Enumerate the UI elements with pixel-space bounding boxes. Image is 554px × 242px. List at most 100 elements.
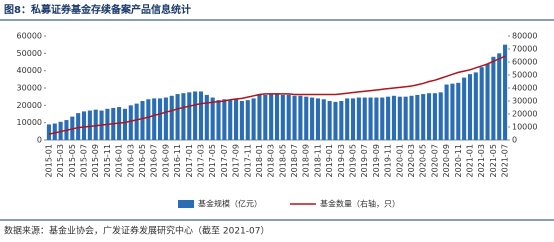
x-tick-label: 2021-01: [465, 144, 474, 177]
y-tick-label: 60000: [17, 32, 42, 41]
x-tick-label: 2017-05: [208, 144, 217, 177]
legend-label: 基金规模（亿元）: [198, 199, 262, 209]
bar: [46, 124, 51, 140]
bar: [503, 44, 508, 140]
bar: [356, 97, 361, 140]
y-tick-label: 10000: [17, 118, 42, 127]
x-tick-label: 2015-11: [103, 144, 112, 177]
x-tick-label: 2017-01: [185, 144, 194, 177]
x-tick-label: 2016-05: [138, 144, 147, 177]
bar: [397, 96, 402, 140]
bar: [485, 63, 490, 140]
x-tick-label: 2018-01: [255, 144, 264, 177]
chart-title: 图8：私募证券基金存续备案产品信息统计: [4, 3, 191, 16]
x-tick-label: 2016-09: [161, 144, 170, 177]
x-tick-label: 2016-03: [126, 144, 135, 177]
legend-label: 基金数量（右轴，只）: [320, 199, 400, 209]
bar: [245, 100, 250, 140]
x-tick-label: 2015-05: [68, 144, 77, 177]
bar: [216, 100, 221, 140]
bar: [198, 91, 204, 140]
y2-tick-label: 20000: [512, 110, 537, 119]
bar: [479, 67, 484, 140]
x-tick-label: 2016-07: [150, 144, 159, 177]
bar: [327, 101, 332, 140]
x-tick-label: 2017-03: [196, 144, 205, 177]
y2-tick-label: 50000: [512, 71, 537, 80]
x-tick-label: 2017-11: [243, 144, 252, 177]
bar: [315, 98, 320, 140]
bar: [497, 53, 502, 141]
bar: [210, 97, 215, 140]
bar: [380, 97, 385, 140]
bar: [181, 93, 186, 140]
y2-tick-label: 60000: [512, 58, 537, 67]
x-tick-label: 2018-09: [302, 144, 311, 177]
x-tick-label: 2021-03: [477, 144, 486, 177]
x-tick-label: 2018-05: [278, 144, 287, 177]
x-tick-label: 2015-03: [56, 144, 65, 177]
bar: [333, 101, 338, 140]
y-tick-label: 20000: [17, 101, 42, 110]
bar: [163, 97, 168, 140]
bar: [415, 94, 420, 140]
bar: [93, 109, 98, 140]
bar: [456, 82, 461, 140]
bar: [204, 94, 209, 140]
bar: [350, 98, 356, 140]
x-tick-label: 2015-09: [91, 144, 100, 177]
x-tick-label: 2015-01: [44, 144, 53, 177]
bar: [134, 103, 139, 140]
y-tick-label: 30000: [17, 84, 42, 93]
bar: [169, 95, 174, 140]
bar: [222, 99, 227, 140]
x-tick-label: 2020-05: [419, 144, 428, 177]
bar: [292, 95, 297, 140]
bar: [409, 95, 414, 140]
x-tick-label: 2016-01: [115, 144, 124, 177]
bar: [368, 97, 373, 140]
bar: [421, 94, 426, 140]
bar: [286, 94, 291, 140]
bar: [187, 92, 192, 140]
x-tick-label: 2018-03: [267, 144, 276, 177]
bar: [280, 94, 285, 140]
x-tick-label: 2019-01: [325, 144, 334, 177]
x-tick-label: 2019-07: [360, 144, 369, 177]
bar: [362, 97, 367, 140]
y-tick-label: 40000: [17, 66, 42, 75]
line: [48, 55, 506, 135]
bar: [81, 111, 87, 140]
bar: [345, 98, 350, 140]
bar: [140, 101, 145, 140]
y2-tick-label: 30000: [512, 97, 537, 106]
y2-tick-label: 70000: [512, 45, 537, 54]
x-tick-label: 2019-05: [349, 144, 358, 177]
y2-tick-label: 0: [512, 136, 517, 145]
bar: [467, 74, 473, 140]
y-tick-label: 50000: [17, 49, 42, 58]
x-tick-label: 2020-03: [407, 144, 416, 177]
bar: [403, 96, 408, 140]
bar: [269, 94, 274, 140]
x-tick-label: 2021-07: [501, 144, 510, 177]
bar: [263, 94, 268, 140]
x-tick-label: 2021-05: [489, 144, 498, 177]
y2-tick-label: 10000: [512, 123, 537, 132]
bar: [432, 93, 437, 140]
bar: [87, 110, 92, 140]
bar: [228, 100, 233, 140]
source-note: 数据来源：基金业协会，广发证券发展研究中心（截至 2021-07）: [4, 225, 269, 237]
x-tick-label: 2017-07: [220, 144, 229, 177]
bar: [304, 96, 309, 140]
bar: [257, 94, 262, 140]
bar: [473, 72, 478, 140]
x-tick-label: 2018-07: [290, 144, 299, 177]
x-tick-label: 2020-11: [454, 144, 463, 177]
x-tick-label: 2020-01: [395, 144, 404, 177]
bar: [152, 98, 157, 140]
bar: [374, 97, 379, 140]
bar: [444, 84, 449, 140]
x-tick-label: 2020-07: [430, 144, 439, 177]
